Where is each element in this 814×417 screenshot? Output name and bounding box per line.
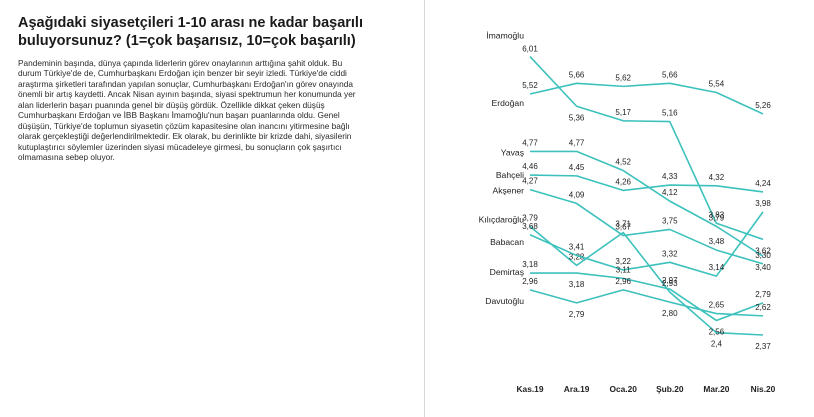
data-label: 4,27 [522,177,538,186]
data-label: 3,30 [755,251,771,260]
data-label: 3,40 [755,263,771,272]
data-label: 3,48 [709,237,725,246]
data-label: 4,52 [615,158,631,167]
data-label: 3,18 [569,280,585,289]
page-title: Aşağıdaki siyasetçileri 1-10 arası ne ka… [18,15,363,49]
data-label: 2,56 [709,327,725,336]
data-label: 2,79 [755,290,771,299]
series-line-demirtas [530,272,764,322]
data-label: 4,46 [522,162,538,171]
data-label: 5,17 [615,108,631,117]
series-line-babacan [529,211,764,277]
data-label: 5,36 [569,113,585,122]
data-label: 5,52 [522,81,538,90]
data-label: 2,79 [569,310,585,319]
series-name-yavas: Yavaş [501,147,524,157]
series-name-i-mamoglu: İmamoğlu [486,31,524,41]
data-label: 3,14 [709,263,725,272]
x-tick-label: Şub.20 [656,384,684,394]
data-label: 4,24 [755,179,771,188]
data-label: 4,26 [615,177,631,186]
data-label: 3,98 [755,199,771,208]
series-name-bahceli: Bahçeli [496,170,524,180]
series-name-erdogan: Erdoğan [492,98,525,108]
data-label: 2,80 [662,309,678,318]
data-label: 3,75 [662,216,678,225]
series-name-davutoglu: Davutoğlu [485,296,524,306]
series-name-kilicdaroglu: Kılıçdaroğlu [479,214,525,224]
series-name-aksener: Akşener [492,186,524,196]
data-label: 3,67 [615,223,631,232]
data-label: 5,66 [662,70,678,79]
series-line-davutoglu [529,289,764,317]
data-label: 3,11 [616,265,632,274]
x-tick-label: Kas.19 [516,384,543,394]
body-paragraph: Pandeminin başında, dünya çapında liderl… [18,58,356,163]
x-tick-label: Nis.20 [751,384,776,394]
data-label: 3,79 [522,213,538,222]
data-label: 2,96 [615,277,631,286]
page-divider [424,0,425,417]
data-label: 6,01 [522,45,538,54]
data-label: 4,77 [569,138,585,147]
data-label: 2,96 [522,277,538,286]
data-label: 4,33 [662,172,678,181]
data-label: 5,16 [662,109,678,118]
data-label: 5,66 [569,70,585,79]
data-label: 5,26 [755,101,771,110]
series-line-kilicdaroglu [529,225,764,336]
data-label: 2,37 [755,342,771,351]
data-label: 3,41 [569,242,585,251]
data-label: 3,71 [615,219,631,228]
data-label: 5,54 [709,79,725,88]
series-line-yavas [530,150,764,257]
series-line-erdogan [529,82,764,115]
line-chart: İmamoğlu 6,01 5,36 5,17 5,16 3,83 3,62 Erdoğan 5… [479,31,776,394]
data-label: 2,4 [711,340,723,349]
series-name-demirtas: Demirtaş [490,267,524,277]
data-label: 3,18 [522,260,538,269]
data-label: 2,62 [755,303,771,312]
data-label: 3,83 [709,210,725,219]
data-label: 3,28 [569,252,585,261]
data-label: 4,09 [569,190,585,199]
data-label: 3,32 [662,249,678,258]
data-label: 2,93 [662,279,678,288]
series-line-aksener [529,188,764,265]
data-label: 5,62 [615,73,631,82]
series-line-bahceli [529,174,764,193]
x-tick-label: Mar.20 [703,384,729,394]
series-line-i-mamoglu [529,55,764,241]
x-tick-label: Oca.20 [609,384,637,394]
x-tick-label: Ara.19 [564,384,590,394]
data-label: 4,32 [709,173,725,182]
data-label: 4,77 [522,138,538,147]
data-label: 3,68 [522,222,538,231]
data-label: 2,97 [662,276,678,285]
data-label: 4,45 [569,163,585,172]
data-label: 3,79 [709,213,725,222]
data-label: 3,62 [755,246,771,255]
data-label: 4,12 [662,188,678,197]
data-label: 3,22 [615,257,631,266]
series-name-babacan: Babacan [490,237,524,247]
data-label: 2,65 [709,301,725,310]
